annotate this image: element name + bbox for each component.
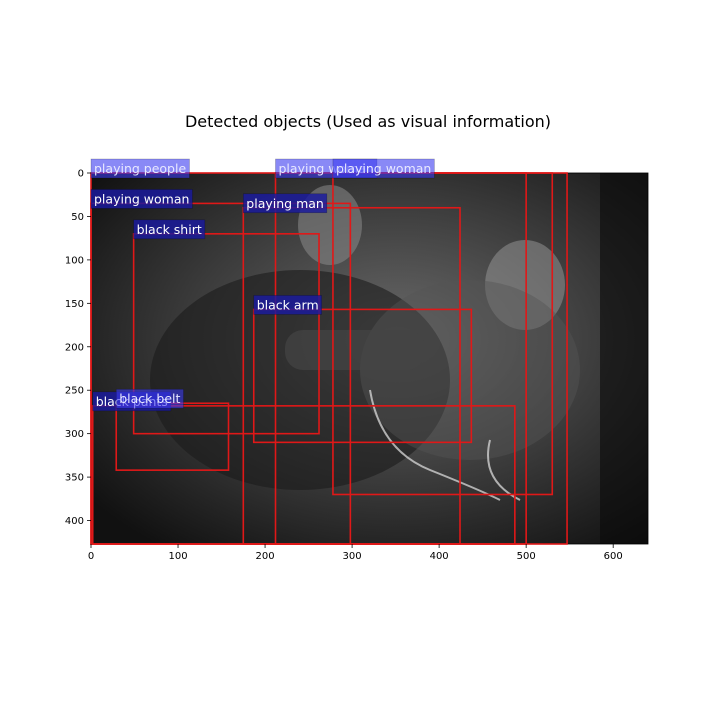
- box-label-text: black shirt: [137, 222, 202, 237]
- box-label: playing woman: [90, 189, 193, 209]
- box-label-background: [332, 158, 435, 179]
- box-label-text: black belt: [119, 391, 180, 406]
- box-label-background: [243, 193, 328, 214]
- y-tick-label: 300: [65, 429, 84, 440]
- y-tick-label: 50: [71, 212, 84, 223]
- bounding-box: [332, 172, 554, 496]
- box-label: black shirt: [133, 219, 206, 240]
- y-tick-label: 200: [65, 342, 84, 353]
- box-label-text: playing people: [94, 161, 186, 176]
- y-tick-label: 0: [78, 169, 84, 180]
- box-label-background: [90, 189, 193, 209]
- box-label-background: [253, 295, 322, 315]
- box-label-text: black arm: [257, 297, 319, 312]
- x-tick-label: 600: [604, 551, 623, 562]
- x-tick-label: 100: [168, 551, 187, 562]
- box-label-background: [133, 219, 206, 240]
- y-axis-ticks: 0 50 100 150 200 250 300 350 400: [65, 169, 91, 527]
- box-label: playing man: [243, 193, 328, 214]
- box-label-text: playing woman: [336, 161, 431, 176]
- bounding-box: [132, 233, 320, 435]
- box-label: black belt: [115, 388, 184, 409]
- box-label-background: [115, 388, 184, 409]
- box-label: black arm: [253, 295, 322, 315]
- box-labels: playing people playing woman playing woman…: [90, 158, 435, 412]
- x-tick-label: 0: [88, 551, 94, 562]
- box-label-background: [90, 158, 190, 179]
- y-tick-label: 250: [65, 386, 84, 397]
- y-tick-label: 150: [65, 299, 84, 310]
- x-tick-label: 400: [430, 551, 449, 562]
- bounding-box: [252, 308, 473, 444]
- x-tick-label: 200: [256, 551, 275, 562]
- x-tick-label: 300: [343, 551, 362, 562]
- box-label-text: playing woman: [94, 191, 189, 206]
- x-axis-ticks: 0 100 200 300 400 500 600: [88, 544, 623, 562]
- box-label: playing woman: [332, 158, 435, 179]
- box-label: playing people: [90, 158, 190, 179]
- y-tick-label: 350: [65, 473, 84, 484]
- x-tick-label: 500: [517, 551, 536, 562]
- bounding-box: [91, 405, 516, 545]
- figure-title: Detected objects (Used as visual informa…: [184, 112, 552, 131]
- y-tick-label: 100: [65, 255, 84, 266]
- box-label-text: playing man: [246, 196, 324, 211]
- y-tick-label: 400: [65, 516, 84, 527]
